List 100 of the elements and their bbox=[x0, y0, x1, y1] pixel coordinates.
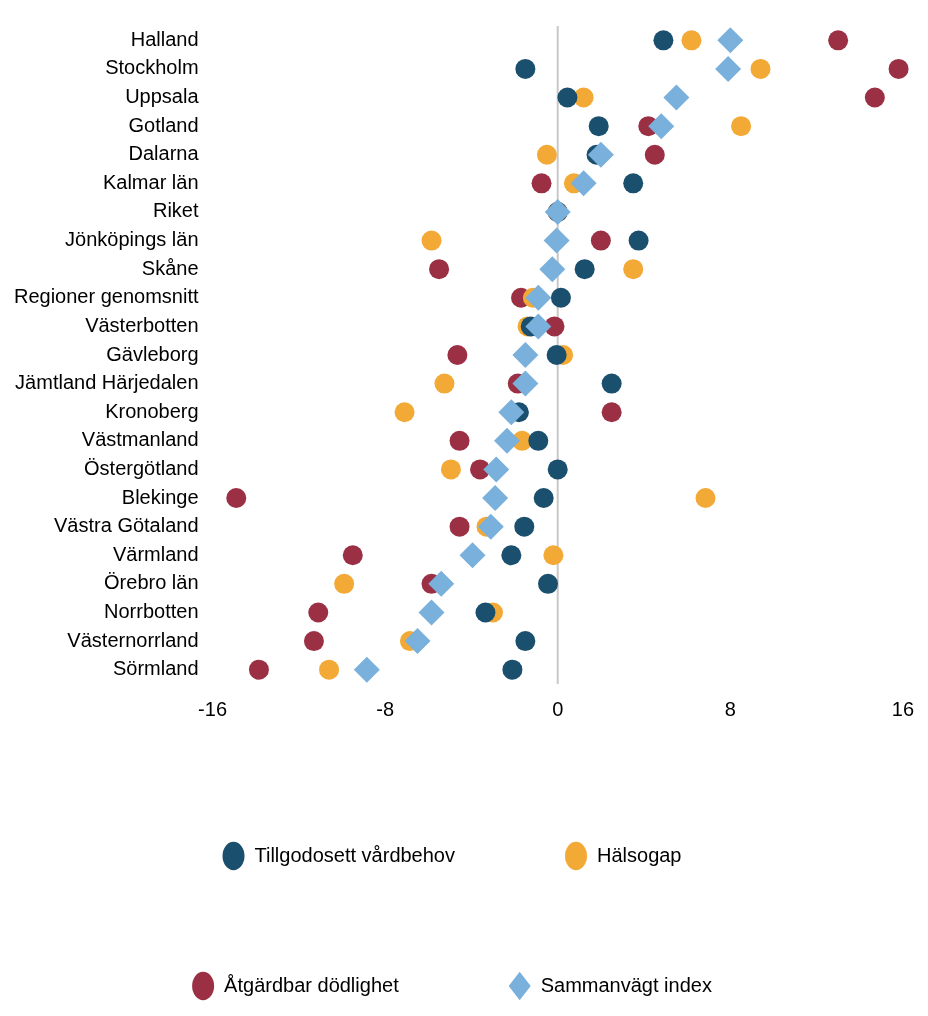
point bbox=[502, 659, 523, 680]
point bbox=[421, 230, 442, 251]
x-tick-label: 8 bbox=[724, 697, 736, 720]
y-tick-label: Gotland bbox=[128, 113, 199, 136]
point bbox=[750, 58, 771, 79]
point bbox=[623, 259, 644, 280]
point bbox=[570, 170, 597, 197]
point bbox=[531, 173, 552, 194]
point bbox=[601, 402, 622, 423]
point bbox=[512, 370, 539, 397]
point bbox=[715, 55, 742, 82]
point bbox=[494, 427, 521, 454]
legend-label: Sammanvägt index bbox=[540, 973, 712, 996]
point bbox=[308, 602, 329, 623]
y-tick-label: Kronoberg bbox=[105, 399, 199, 422]
y-tick-label: Västmanland bbox=[81, 428, 199, 451]
point bbox=[648, 113, 675, 140]
point bbox=[828, 30, 849, 51]
y-tick-label: Riket bbox=[152, 199, 199, 222]
point bbox=[538, 573, 559, 594]
point bbox=[536, 144, 557, 165]
y-tick-label: Örebro län bbox=[104, 571, 199, 594]
point bbox=[475, 602, 496, 623]
point bbox=[514, 516, 535, 537]
y-tick-label: Norrbotten bbox=[104, 599, 199, 622]
point bbox=[428, 570, 455, 597]
point bbox=[543, 227, 570, 254]
y-tick-label: Östergötland bbox=[84, 456, 199, 479]
point bbox=[515, 631, 536, 652]
point bbox=[449, 430, 470, 451]
point bbox=[543, 545, 564, 566]
x-tick-label: -8 bbox=[376, 697, 395, 720]
y-tick-label: Uppsala bbox=[125, 85, 200, 108]
point bbox=[888, 58, 909, 79]
x-tick-label: 0 bbox=[552, 697, 564, 720]
x-tick-label: -16 bbox=[198, 697, 227, 720]
y-tick-label: Dalarna bbox=[128, 142, 200, 165]
point bbox=[663, 84, 690, 111]
y-tick-label: Halland bbox=[130, 27, 199, 50]
point bbox=[449, 516, 470, 537]
point bbox=[550, 287, 571, 308]
point bbox=[434, 373, 455, 394]
y-tick-label: Kalmar län bbox=[102, 170, 199, 193]
point bbox=[319, 659, 340, 680]
point bbox=[717, 27, 744, 54]
point bbox=[429, 259, 450, 280]
legend-label: Hälsogap bbox=[596, 843, 682, 866]
point bbox=[539, 256, 566, 283]
y-tick-label: Värmland bbox=[112, 542, 199, 565]
point bbox=[477, 513, 504, 540]
point bbox=[528, 430, 549, 451]
point bbox=[681, 30, 702, 51]
y-tick-label: Stockholm bbox=[105, 56, 199, 79]
y-tick-label: Regioner genomsnitt bbox=[13, 285, 199, 308]
point bbox=[440, 459, 461, 480]
point bbox=[447, 345, 468, 365]
y-tick-label: Västerbotten bbox=[85, 313, 199, 336]
y-tick-label: Jämtland Härjedalen bbox=[15, 371, 199, 394]
point bbox=[334, 573, 355, 594]
point bbox=[394, 402, 415, 423]
point bbox=[498, 399, 525, 426]
point bbox=[525, 284, 552, 311]
point bbox=[512, 342, 539, 368]
point bbox=[483, 456, 510, 483]
legend-label: Åtgärdbar dödlighet bbox=[224, 973, 400, 996]
y-tick-label: Skåne bbox=[141, 256, 199, 279]
point bbox=[353, 656, 380, 683]
point bbox=[628, 230, 649, 251]
y-tick-label: Blekinge bbox=[121, 485, 199, 508]
point bbox=[226, 488, 247, 509]
point bbox=[588, 116, 609, 137]
point bbox=[644, 144, 665, 165]
point bbox=[533, 488, 554, 509]
point bbox=[418, 599, 445, 626]
point bbox=[601, 373, 622, 394]
point bbox=[459, 542, 486, 569]
y-tick-label: Gävleborg bbox=[106, 342, 199, 365]
point bbox=[864, 87, 885, 108]
y-tick-label: Jönköpings län bbox=[65, 228, 199, 251]
point bbox=[547, 459, 568, 480]
point bbox=[501, 545, 522, 566]
point bbox=[525, 313, 552, 340]
point bbox=[404, 628, 431, 655]
y-tick-label: Sörmland bbox=[112, 657, 199, 680]
legend-label: Tillgodosett vårdbehov bbox=[254, 843, 455, 866]
point bbox=[574, 259, 595, 280]
point bbox=[653, 30, 674, 51]
point bbox=[515, 58, 536, 79]
point bbox=[731, 116, 752, 137]
point bbox=[303, 631, 324, 652]
x-tick-label: 16 bbox=[891, 697, 914, 720]
y-tick-label: Västra Götaland bbox=[54, 514, 199, 537]
point bbox=[590, 230, 611, 251]
point bbox=[248, 659, 269, 680]
y-tick-label: Västernorrland bbox=[67, 628, 199, 651]
point bbox=[546, 345, 567, 365]
point bbox=[587, 141, 614, 168]
point bbox=[482, 485, 509, 512]
point bbox=[557, 87, 578, 108]
point bbox=[695, 488, 716, 509]
